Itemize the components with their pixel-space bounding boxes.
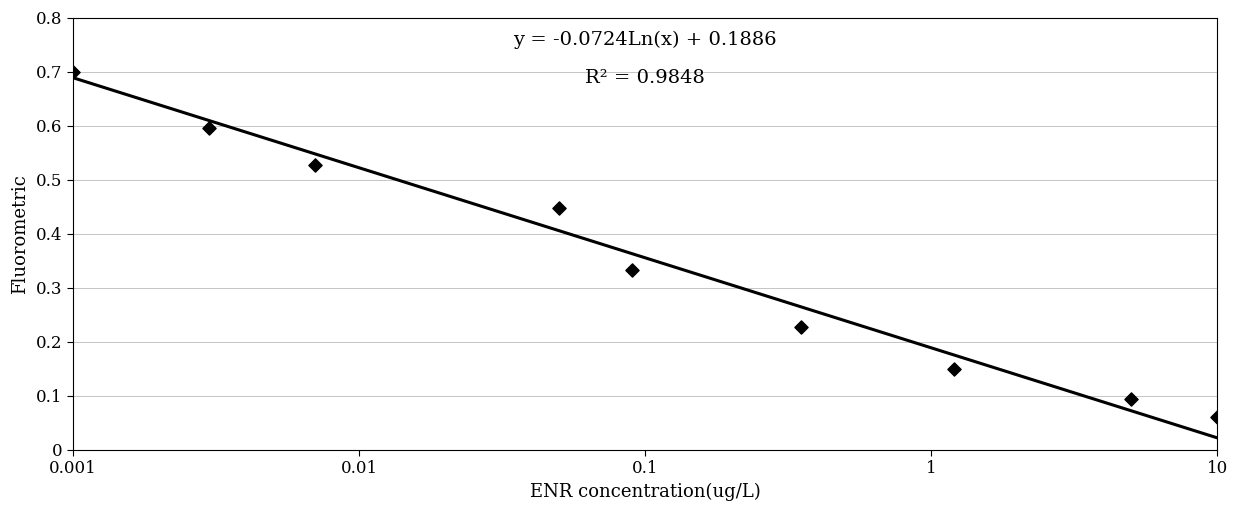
Point (63, 68, 83, 76)
Text: R² = 0.9848: R² = 0.9848 (585, 70, 705, 88)
Point (549, 204, 569, 212)
Point (305, 161, 325, 169)
Point (1207, 413, 1227, 421)
Point (944, 365, 964, 373)
X-axis label: ENR concentration(ug/L): ENR concentration(ug/L) (530, 483, 761, 501)
Point (199, 124, 219, 133)
Point (622, 266, 642, 274)
Point (1121, 395, 1141, 403)
Y-axis label: Fluorometric: Fluorometric (11, 174, 28, 293)
Point (790, 323, 810, 331)
Text: y = -0.0724Ln(x) + 0.1886: y = -0.0724Ln(x) + 0.1886 (513, 31, 777, 49)
